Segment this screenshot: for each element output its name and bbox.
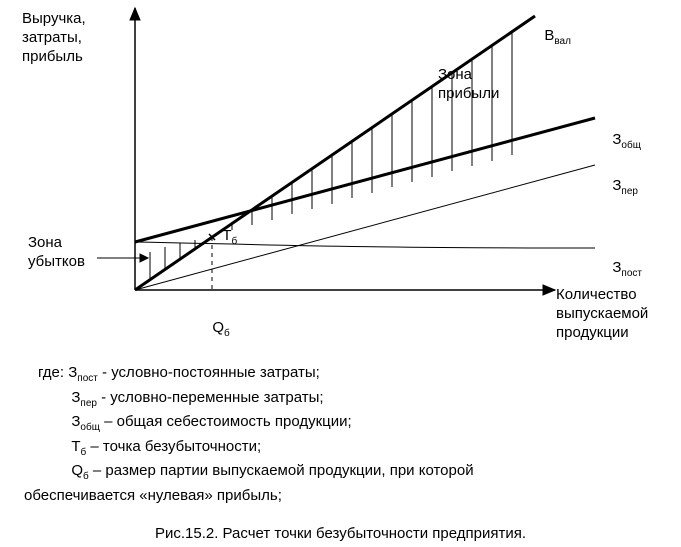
legend-tail: обеспечивается «нулевая» прибыль; — [24, 485, 474, 507]
legend-row: Тб – точка безубыточности; — [38, 436, 474, 461]
legend-row: Зобщ – общая себестоимость продукции; — [38, 411, 474, 436]
legend-row: где: Зпост - условно-постоянные затраты; — [38, 362, 474, 387]
fixed-cost-label: Зпост — [604, 240, 642, 280]
figure-caption: Рис.15.2. Расчет точки безубыточности пр… — [0, 525, 681, 542]
legend-row: Зпер - условно-переменные затраты; — [38, 387, 474, 412]
revenue-label: Ввал — [536, 8, 571, 48]
profit-zone-label: Зона прибыли — [438, 66, 499, 104]
y-axis-label: Выручка, затраты, прибыль — [22, 10, 86, 66]
legend-row: Qб – размер партии выпускаемой продукции… — [38, 460, 474, 485]
x-axis-label: Количество выпускаемой продукции — [556, 286, 648, 342]
total-cost-label: Зобщ — [604, 112, 641, 152]
q-point-label: Qб — [204, 300, 230, 340]
legend: где: Зпост - условно-постоянные затраты;… — [38, 362, 474, 506]
loss-zone-label: Зона убытков — [28, 234, 85, 272]
t-point-label: Тб — [214, 208, 237, 248]
variable-cost-label: Зпер — [604, 158, 638, 198]
